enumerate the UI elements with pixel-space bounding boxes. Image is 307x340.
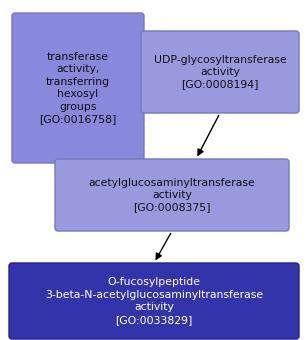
FancyBboxPatch shape — [12, 13, 144, 163]
Text: UDP-glycosyltransferase
activity
[GO:0008194]: UDP-glycosyltransferase activity [GO:000… — [154, 55, 286, 89]
FancyBboxPatch shape — [55, 159, 289, 231]
Text: O-fucosylpeptide
3-beta-N-acetylglucosaminyltransferase
activity
[GO:0033829]: O-fucosylpeptide 3-beta-N-acetylglucosam… — [45, 277, 263, 325]
FancyBboxPatch shape — [9, 263, 299, 339]
FancyBboxPatch shape — [141, 31, 299, 113]
Text: transferase
activity,
transferring
hexosyl
groups
[GO:0016758]: transferase activity, transferring hexos… — [39, 52, 117, 124]
Text: acetylglucosaminyltransferase
activity
[GO:0008375]: acetylglucosaminyltransferase activity [… — [89, 177, 255, 212]
